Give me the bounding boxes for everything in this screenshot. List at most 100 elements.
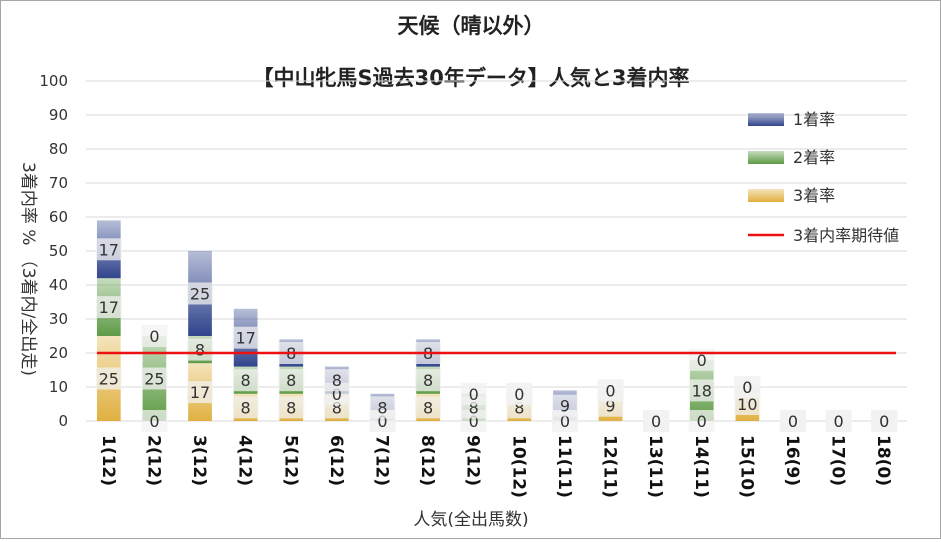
data-label-bg	[278, 369, 305, 392]
data-label-bg	[688, 348, 715, 371]
data-label: 8	[332, 398, 342, 417]
data-label-bg	[232, 369, 259, 392]
x-tick-label: 5(12)	[280, 435, 300, 486]
x-tick-label: 9(12)	[463, 435, 483, 486]
data-label: 9	[605, 397, 615, 416]
y-tick-label: 10	[49, 378, 68, 396]
data-label: 17	[190, 383, 210, 402]
data-label-bg	[95, 296, 122, 319]
data-label: 8	[514, 398, 524, 417]
y-tick-label: 80	[49, 140, 68, 158]
data-label: 0	[879, 412, 889, 431]
data-label-bg	[232, 396, 259, 419]
x-tick-label: 7(12)	[371, 435, 391, 486]
x-axis-ticks: 1(12) 2(12) 3(12) 4(12) 5(12) 6(12) 7(12) 8(12)…	[98, 435, 893, 498]
legend-swatch	[748, 151, 784, 164]
legend-label: 3着内率期待値	[793, 226, 899, 245]
data-label-bg	[141, 325, 168, 347]
data-label: 8	[286, 371, 296, 390]
data-label-bg	[597, 379, 624, 402]
x-tick-label: 16(9)	[782, 435, 802, 486]
data-label-bg	[187, 338, 214, 361]
data-label: 17	[99, 298, 119, 317]
data-label-bg	[688, 379, 715, 402]
data-label: 8	[423, 371, 433, 390]
x-tick-label: 13(11)	[645, 435, 665, 498]
x-tick-label: 6(12)	[326, 435, 346, 486]
y-tick-label: 100	[39, 72, 68, 90]
data-label-bg	[141, 367, 168, 390]
data-label: 0	[742, 378, 752, 397]
data-labels: 2517170250178258817888808008888080800009…	[95, 238, 898, 432]
x-tick-label: 10(12)	[508, 435, 528, 498]
chart-title: 天候（晴以外）	[398, 14, 545, 38]
data-label: 0	[332, 385, 342, 404]
x-tick-label: 2(12)	[143, 435, 163, 486]
y-tick-label: 70	[49, 174, 68, 192]
data-label: 8	[377, 398, 387, 417]
data-label: 0	[697, 351, 707, 370]
data-label: 17	[235, 329, 255, 348]
data-label-bg	[643, 410, 670, 432]
data-label-bg	[779, 410, 806, 432]
data-label-bg	[460, 382, 487, 405]
y-tick-label: 0	[58, 412, 68, 430]
data-label: 0	[469, 385, 479, 404]
legend-label: 1着率	[793, 110, 835, 129]
data-label: 9	[560, 397, 570, 416]
data-label: 25	[190, 285, 210, 304]
chart-subtitle: 【中山牝馬S過去30年データ】人気と3着内率	[253, 66, 690, 90]
legend-label: 3着率	[793, 186, 835, 205]
data-label: 0	[514, 385, 524, 404]
data-label: 0	[149, 327, 159, 346]
y-tick-label: 20	[49, 344, 68, 362]
data-label: 0	[560, 412, 570, 431]
data-label-bg	[825, 410, 852, 432]
data-label-bg	[415, 396, 442, 419]
x-axis-label: 人気(全出馬数)	[413, 510, 528, 530]
data-label: 8	[241, 371, 251, 390]
y-tick-label: 90	[49, 106, 68, 124]
data-label: 0	[605, 381, 615, 400]
data-label: 0	[651, 412, 661, 431]
x-tick-label: 17(0)	[828, 435, 848, 486]
data-label-bg	[551, 394, 578, 417]
data-label-bg	[187, 381, 214, 404]
data-label-bg	[95, 367, 122, 390]
data-label: 8	[423, 398, 433, 417]
data-label-bg	[369, 396, 396, 419]
data-label-bg	[278, 396, 305, 419]
x-tick-label: 11(11)	[554, 435, 574, 498]
data-label: 25	[144, 370, 164, 389]
y-tick-label: 40	[49, 276, 68, 294]
data-label: 8	[241, 398, 251, 417]
legend-swatch	[748, 113, 784, 126]
data-label-bg	[323, 369, 350, 392]
data-label: 8	[332, 371, 342, 390]
data-label-bg	[688, 410, 715, 432]
data-label: 8	[469, 398, 479, 417]
y-axis-ticks: 0 10 20 30 40 50 60 70 80 90 100	[39, 72, 68, 430]
y-tick-label: 60	[49, 208, 68, 226]
data-label-bg	[415, 369, 442, 392]
data-label-bg	[141, 410, 168, 432]
x-tick-label: 18(0)	[873, 435, 893, 486]
data-label: 0	[149, 412, 159, 431]
x-tick-label: 15(10)	[736, 435, 756, 498]
y-tick-label: 50	[49, 242, 68, 260]
data-label-bg	[734, 393, 761, 415]
data-label: 0	[377, 412, 387, 431]
data-label-bg	[187, 282, 214, 305]
data-label-bg	[95, 238, 122, 261]
data-label: 25	[99, 370, 119, 389]
data-label: 0	[833, 412, 843, 431]
data-label: 18	[692, 381, 712, 400]
y-axis-label: 3着内率 % （3着内/全出走)	[18, 162, 38, 376]
x-tick-label: 8(12)	[417, 435, 437, 486]
legend: 1着率 2着率 3着率 3着内率期待値	[748, 110, 899, 245]
legend-swatch	[748, 189, 784, 202]
data-label: 17	[99, 240, 119, 259]
data-label: 0	[788, 412, 798, 431]
